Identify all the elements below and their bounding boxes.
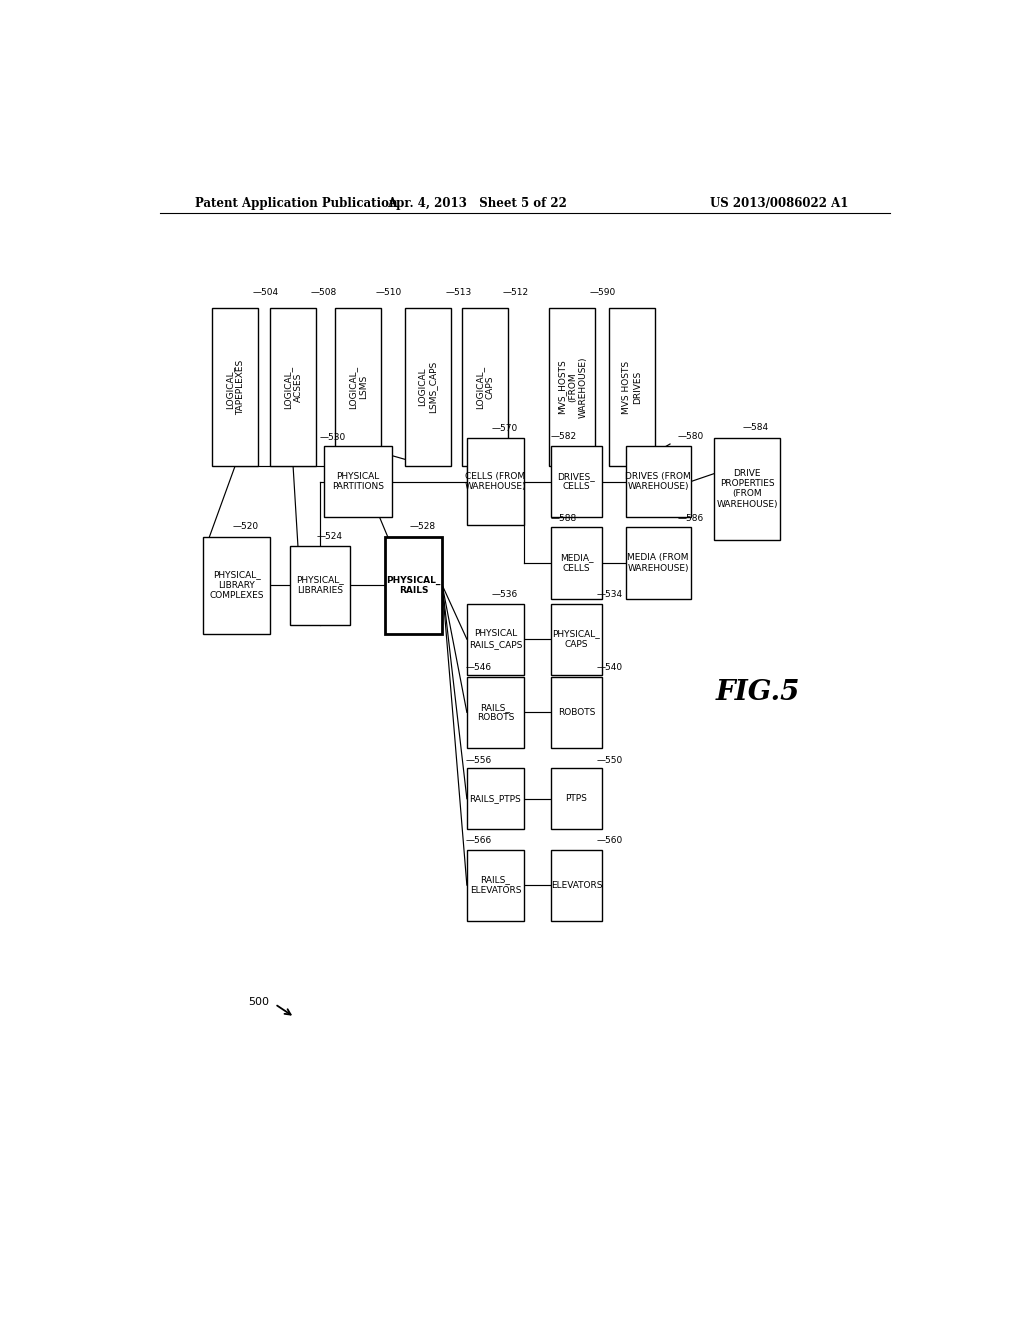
Text: —524: —524: [316, 532, 342, 541]
Bar: [203, 537, 270, 634]
Text: —534: —534: [596, 590, 623, 599]
Text: —586: —586: [678, 513, 705, 523]
Bar: [626, 528, 690, 598]
Bar: [467, 677, 524, 748]
Text: LOGICAL_
CAPS: LOGICAL_ CAPS: [475, 366, 495, 409]
Text: —584: —584: [743, 424, 769, 432]
Text: MVS_HOSTS
(FROM
WAREHOUSE): MVS_HOSTS (FROM WAREHOUSE): [557, 356, 588, 418]
Text: PHYSICAL_
LIBRARY
COMPLEXES: PHYSICAL_ LIBRARY COMPLEXES: [210, 570, 264, 601]
Text: LOGICAL_
TAPEPLEXES: LOGICAL_ TAPEPLEXES: [225, 359, 245, 414]
Text: —580: —580: [678, 433, 705, 441]
Bar: [626, 446, 690, 517]
Text: MEDIA_
CELLS: MEDIA_ CELLS: [560, 553, 593, 573]
Bar: [467, 850, 524, 921]
Text: FIG.5: FIG.5: [715, 678, 800, 705]
Text: —536: —536: [492, 590, 518, 599]
Text: MEDIA (FROM
WAREHOUSE): MEDIA (FROM WAREHOUSE): [628, 553, 689, 573]
Bar: [551, 446, 602, 517]
Bar: [551, 528, 602, 598]
Text: —520: —520: [232, 521, 259, 531]
Bar: [551, 677, 602, 748]
Text: —566: —566: [465, 836, 492, 845]
Text: —582: —582: [550, 433, 577, 441]
Bar: [609, 309, 655, 466]
Bar: [212, 309, 258, 466]
Text: CELLS (FROM
WAREHOUSE): CELLS (FROM WAREHOUSE): [465, 473, 526, 491]
Text: RAILS_
ELEVATORS: RAILS_ ELEVATORS: [470, 875, 521, 895]
Text: —556: —556: [465, 755, 492, 764]
Bar: [551, 603, 602, 675]
Text: —540: —540: [596, 663, 623, 672]
Text: —530: —530: [321, 433, 346, 442]
Text: —504: —504: [253, 288, 279, 297]
Text: —510: —510: [376, 288, 401, 297]
Bar: [551, 850, 602, 921]
Text: —513: —513: [445, 288, 472, 297]
Text: PHYSICAL
PARTITIONS: PHYSICAL PARTITIONS: [332, 473, 384, 491]
Text: —560: —560: [596, 836, 623, 845]
Text: PTPS: PTPS: [565, 795, 588, 804]
Text: MVS HOSTS
DRIVES: MVS HOSTS DRIVES: [623, 360, 642, 413]
Text: —588: —588: [550, 513, 577, 523]
Bar: [467, 438, 524, 525]
Text: PHYSICAL
RAILS_CAPS: PHYSICAL RAILS_CAPS: [469, 630, 522, 649]
Bar: [270, 309, 316, 466]
Text: —546: —546: [465, 663, 492, 672]
Text: LOGICAL_
ACSES: LOGICAL_ ACSES: [284, 366, 303, 409]
Text: —528: —528: [410, 521, 436, 531]
Text: —512: —512: [503, 288, 528, 297]
Bar: [335, 309, 381, 466]
Text: 500: 500: [249, 997, 269, 1007]
Text: ROBOTS: ROBOTS: [558, 708, 595, 717]
Bar: [551, 768, 602, 829]
Text: RAILS_PTPS: RAILS_PTPS: [470, 795, 521, 804]
Text: LOGICAL
LSMS_CAPS: LOGICAL LSMS_CAPS: [418, 360, 437, 413]
Text: ELEVATORS: ELEVATORS: [551, 880, 602, 890]
Text: LOGICAL_
LSMS: LOGICAL_ LSMS: [348, 366, 368, 409]
Bar: [404, 309, 451, 466]
Text: DRIVES (FROM
WAREHOUSE): DRIVES (FROM WAREHOUSE): [626, 473, 691, 491]
Text: US 2013/0086022 A1: US 2013/0086022 A1: [710, 197, 848, 210]
Text: PHYSICAL_
CAPS: PHYSICAL_ CAPS: [553, 630, 600, 649]
Text: —550: —550: [596, 755, 623, 764]
Text: Apr. 4, 2013   Sheet 5 of 22: Apr. 4, 2013 Sheet 5 of 22: [387, 197, 567, 210]
Text: DRIVE
PROPERTIES
(FROM
WAREHOUSE): DRIVE PROPERTIES (FROM WAREHOUSE): [716, 469, 778, 508]
Bar: [467, 603, 524, 675]
Text: PHYSICAL_
LIBRARIES: PHYSICAL_ LIBRARIES: [296, 576, 344, 595]
Bar: [325, 446, 392, 517]
Bar: [290, 545, 350, 624]
Text: —508: —508: [310, 288, 337, 297]
Text: —570: —570: [492, 424, 518, 433]
Text: Patent Application Publication: Patent Application Publication: [196, 197, 398, 210]
Text: DRIVES_
CELLS: DRIVES_ CELLS: [557, 473, 595, 491]
Text: RAILS_
ROBOTS: RAILS_ ROBOTS: [477, 702, 514, 722]
Bar: [462, 309, 508, 466]
Text: —590: —590: [590, 288, 616, 297]
Bar: [715, 438, 779, 540]
Text: PHYSICAL_
RAILS: PHYSICAL_ RAILS: [386, 576, 441, 595]
Bar: [385, 537, 442, 634]
Bar: [550, 309, 595, 466]
Bar: [467, 768, 524, 829]
